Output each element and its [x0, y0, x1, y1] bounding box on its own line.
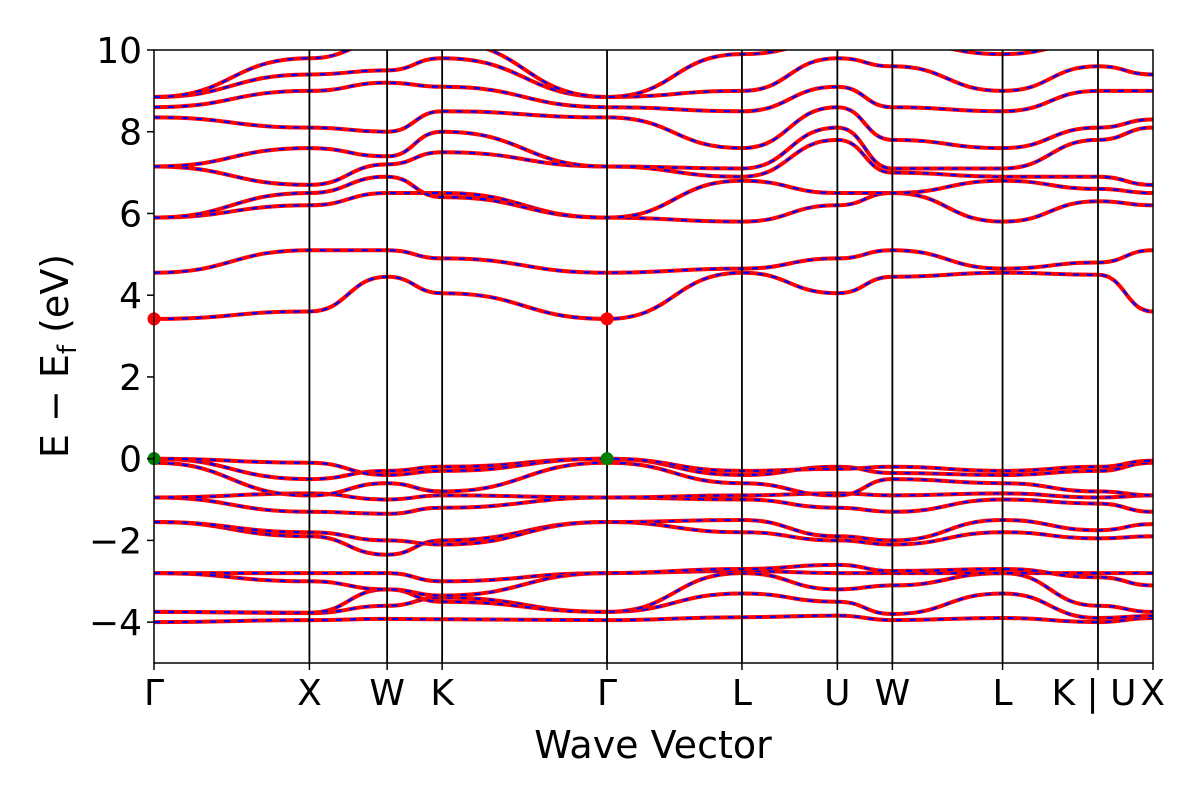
band-line-13	[154, 270, 1153, 321]
kpoint-label: Γ	[144, 673, 164, 714]
band-overlay-line-1	[154, 614, 1153, 624]
band-overlay-line-17	[154, 138, 1153, 187]
kpoint-label: W	[369, 673, 405, 714]
y-tick-label: −2	[89, 521, 142, 562]
band-overlay-line-20	[154, 81, 1153, 113]
kpoint-label: K | U	[1051, 673, 1136, 714]
x-axis-label: Wave Vector	[534, 723, 772, 767]
band-overlay-line-6	[154, 520, 1153, 556]
band-overlay-line-18	[154, 126, 1153, 170]
y-axis-label: E − Ef (eV)	[33, 254, 83, 458]
plot-frame	[153, 49, 1154, 664]
extrema-markers-layer	[147, 312, 614, 466]
band-overlay-line-9	[154, 492, 1153, 501]
kpoint-label: W	[875, 673, 911, 714]
y-tick-label: 8	[119, 113, 142, 154]
band-overlay-line-5	[154, 563, 1153, 597]
kpoint-label: X	[297, 673, 322, 714]
kpoint-label: Γ	[597, 673, 617, 714]
band-overlay-line-4	[154, 569, 1153, 583]
band-overlay-line-16	[154, 175, 1153, 219]
band-overlay-line-2	[154, 592, 1153, 620]
band-overlay-line-10	[154, 461, 1153, 497]
kpoint-lines-layer	[308, 50, 1099, 663]
y-ticks-layer: −4 −2 0 2 4 6 8 10	[89, 31, 154, 644]
y-tick-label: 10	[96, 31, 142, 72]
y-tick-label: −4	[89, 603, 142, 644]
cbm-marker-2	[600, 312, 614, 326]
band-overlay-line-21	[154, 57, 1153, 99]
y-tick-label: 2	[119, 358, 142, 399]
y-tick-label: 4	[119, 276, 142, 317]
band-overlay-line-15	[154, 191, 1153, 223]
kpoint-label: K	[430, 673, 455, 714]
kpoint-label: L	[993, 673, 1013, 714]
y-tick-label: 0	[119, 440, 142, 481]
y-axis-label-sub: f	[53, 344, 83, 354]
vbm-marker-2	[600, 452, 614, 466]
band-overlay-line-12	[154, 457, 1153, 477]
band-overlay-line-19	[154, 106, 1153, 150]
y-axis-label-main: E − E	[33, 354, 77, 458]
y-axis-label-unit: (eV)	[33, 254, 77, 345]
band-overlay-line-14	[154, 249, 1153, 274]
kpoint-label: X	[1140, 673, 1165, 714]
kpoint-label: L	[732, 673, 752, 714]
band-overlay-line-7	[154, 518, 1153, 546]
y-tick-label: 6	[119, 194, 142, 235]
band-overlay-line-8	[154, 496, 1153, 515]
bands-layer	[154, 50, 1153, 625]
band-overlay-line-3	[154, 571, 1153, 614]
kpoint-label: U	[824, 673, 850, 714]
